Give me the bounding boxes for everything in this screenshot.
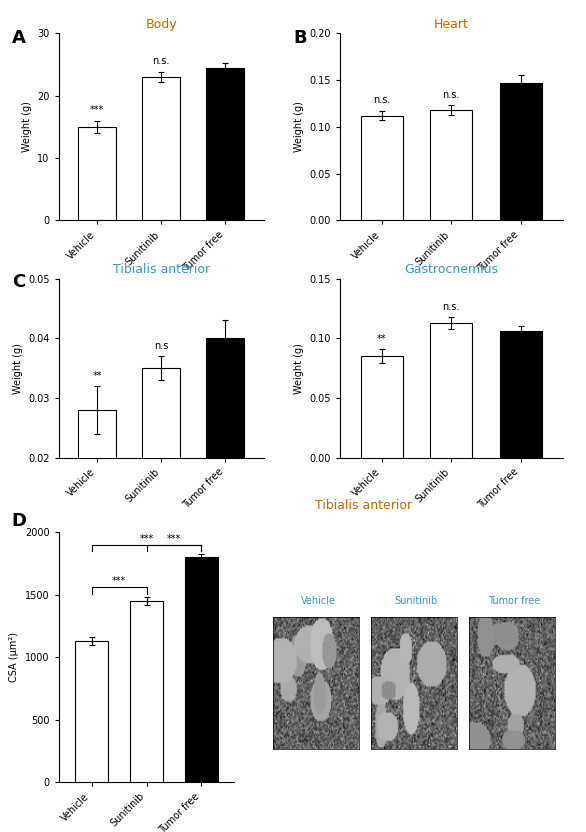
Title: Tibialis anterior: Tibialis anterior xyxy=(113,263,210,276)
Bar xyxy=(500,83,541,220)
Text: A: A xyxy=(12,29,26,47)
Text: ***: *** xyxy=(139,533,154,544)
Text: n.s.: n.s. xyxy=(442,301,460,311)
Text: n.s.: n.s. xyxy=(373,96,390,106)
Text: ***: *** xyxy=(167,533,181,544)
Bar xyxy=(430,323,472,458)
Y-axis label: Weight (g): Weight (g) xyxy=(294,343,304,394)
Text: n.s.: n.s. xyxy=(152,57,170,67)
Text: n.s.: n.s. xyxy=(442,90,460,100)
Text: Tibialis anterior: Tibialis anterior xyxy=(315,498,412,512)
Bar xyxy=(78,126,116,220)
Title: Gastrocnemius: Gastrocnemius xyxy=(404,263,498,276)
Text: C: C xyxy=(12,273,25,291)
Bar xyxy=(185,557,218,782)
Bar xyxy=(361,116,403,220)
Text: **: ** xyxy=(93,371,102,381)
Bar xyxy=(75,641,108,782)
Bar xyxy=(500,331,541,458)
Bar xyxy=(142,368,180,577)
Text: **: ** xyxy=(377,334,386,344)
Text: D: D xyxy=(12,512,27,530)
Text: Vehicle: Vehicle xyxy=(301,596,336,606)
Bar xyxy=(206,339,244,577)
Bar xyxy=(142,77,180,220)
Y-axis label: Weight (g): Weight (g) xyxy=(22,102,32,152)
Text: Sunitinib: Sunitinib xyxy=(394,596,438,606)
Bar xyxy=(206,67,244,220)
Y-axis label: Weight (g): Weight (g) xyxy=(12,343,22,394)
Text: ***: *** xyxy=(90,105,104,115)
Title: Body: Body xyxy=(145,17,177,31)
Text: Tumor free: Tumor free xyxy=(488,596,540,606)
Bar xyxy=(130,601,163,782)
Y-axis label: CSA (μm²): CSA (μm²) xyxy=(9,632,19,682)
Y-axis label: Weight (g): Weight (g) xyxy=(294,102,304,152)
Text: B: B xyxy=(293,29,306,47)
Text: n.s: n.s xyxy=(154,341,168,351)
Text: ***: *** xyxy=(112,576,126,586)
Title: Heart: Heart xyxy=(434,17,469,31)
Bar xyxy=(78,410,116,577)
Bar xyxy=(361,356,403,458)
Bar xyxy=(430,110,472,220)
